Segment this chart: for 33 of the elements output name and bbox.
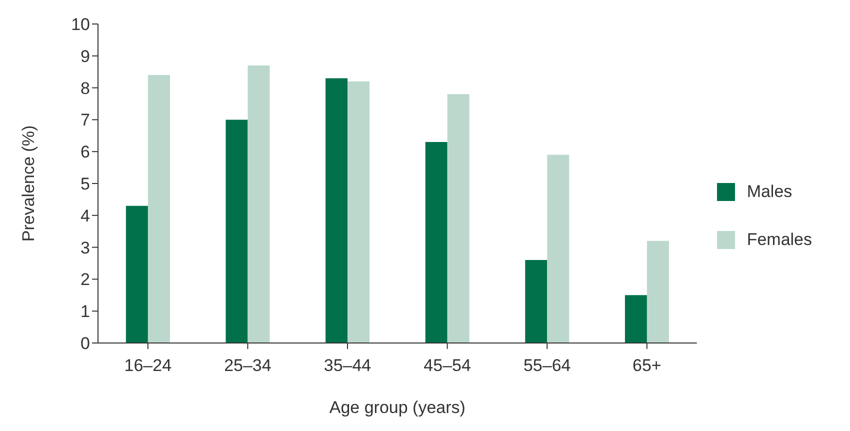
y-tick-label: 0 xyxy=(80,334,90,354)
y-tick-label: 4 xyxy=(80,206,90,226)
bar xyxy=(547,154,570,343)
legend-label: Males xyxy=(746,182,792,200)
y-tick-label: 7 xyxy=(80,110,90,130)
x-tick-label: 35–44 xyxy=(324,356,372,376)
x-tick-label: 16–24 xyxy=(124,356,172,376)
y-tick-label: 1 xyxy=(80,302,90,322)
x-tick-label: 55–64 xyxy=(523,356,571,376)
y-tick-label: 5 xyxy=(80,174,90,194)
bar xyxy=(348,81,370,343)
bar xyxy=(248,65,270,343)
x-tick-label: 45–54 xyxy=(424,356,471,376)
bar xyxy=(425,142,448,343)
bar xyxy=(525,260,548,343)
y-tick-label: 3 xyxy=(80,238,90,258)
bar xyxy=(447,94,470,343)
y-axis-title: Prevalence (%) xyxy=(19,125,38,242)
y-tick-label: 2 xyxy=(80,270,90,290)
y-tick-label: 6 xyxy=(80,142,90,162)
bar xyxy=(126,206,148,343)
bar xyxy=(326,78,348,343)
x-axis-title: Age group (years) xyxy=(329,398,466,417)
y-tick-label: 9 xyxy=(80,46,90,66)
bar xyxy=(226,120,248,343)
bar xyxy=(624,295,647,343)
x-tick-label: 65+ xyxy=(632,356,662,376)
x-tick-label: 25–34 xyxy=(224,356,272,376)
y-tick-label: 8 xyxy=(80,78,90,98)
bar xyxy=(148,75,170,343)
legend-label: Females xyxy=(746,230,812,248)
bar xyxy=(646,240,669,343)
y-tick-label: 10 xyxy=(71,15,90,34)
